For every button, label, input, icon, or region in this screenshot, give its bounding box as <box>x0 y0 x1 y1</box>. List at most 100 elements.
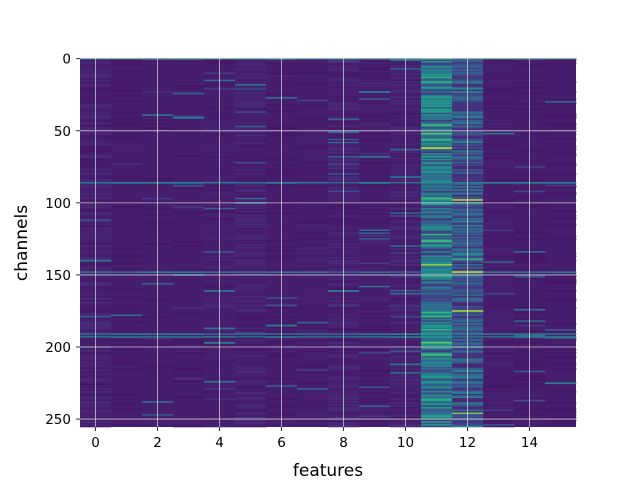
heatmap-cell <box>297 72 329 75</box>
heatmap-cell <box>421 223 453 226</box>
heatmap-cell <box>359 386 391 389</box>
heatmap-cell <box>173 92 205 95</box>
heatmap-cell <box>421 132 453 135</box>
heatmap-cell <box>483 390 515 393</box>
heatmap-cell <box>235 268 267 271</box>
heatmap-cell <box>235 85 267 88</box>
heatmap-cell <box>297 190 329 193</box>
heatmap-cell <box>235 186 267 189</box>
heatmap-cell <box>297 305 329 308</box>
heatmap-cell <box>235 337 267 340</box>
heatmap-cell <box>173 377 205 380</box>
heatmap-cell <box>483 421 515 423</box>
heatmap-cell <box>545 132 577 135</box>
heatmap-cell <box>421 140 453 142</box>
heatmap-cell <box>421 243 453 246</box>
heatmap-cell <box>421 118 453 121</box>
heatmap-cell <box>297 377 329 380</box>
heatmap-cell <box>173 373 205 376</box>
heatmap-cell <box>235 59 267 62</box>
heatmap-cell <box>359 108 391 111</box>
heatmap-cell <box>421 107 453 109</box>
heatmap-cell <box>421 153 453 155</box>
heatmap-cell <box>545 173 577 176</box>
heatmap-cell <box>173 206 205 209</box>
heatmap-cell <box>297 196 329 199</box>
heatmap-cell <box>111 91 143 93</box>
heatmap-cell <box>421 321 453 324</box>
heatmap-cell <box>111 357 143 360</box>
heatmap-cell <box>235 79 267 82</box>
heatmap-cell <box>421 117 453 119</box>
heatmap-cell <box>297 105 329 108</box>
heatmap-cell <box>297 282 329 285</box>
heatmap-cell <box>421 229 453 232</box>
heatmap-cell <box>235 324 267 327</box>
heatmap-cell <box>483 96 515 99</box>
heatmap-cell <box>483 66 515 69</box>
heatmap-cell <box>421 212 453 214</box>
heatmap-cell <box>483 336 515 338</box>
heatmap-cell <box>297 101 329 103</box>
heatmap-cell <box>111 297 143 300</box>
heatmap-cell <box>235 65 267 67</box>
heatmap-cell <box>545 307 577 310</box>
heatmap-cell <box>235 344 267 347</box>
heatmap-cell <box>111 366 143 369</box>
heatmap-cell <box>359 383 391 386</box>
heatmap-cell <box>545 192 577 194</box>
heatmap-cell <box>173 367 205 370</box>
heatmap-cell <box>483 353 515 356</box>
heatmap-cell <box>111 331 143 334</box>
heatmap-cell <box>359 124 391 127</box>
heatmap-cell <box>421 255 453 258</box>
heatmap-cell <box>111 305 143 308</box>
heatmap-cell <box>359 59 391 62</box>
heatmap-cell <box>421 144 453 147</box>
heatmap-cell <box>359 339 391 341</box>
heatmap-cell <box>483 327 515 330</box>
heatmap-cell <box>421 340 453 343</box>
heatmap-cell <box>235 148 267 151</box>
heatmap-cell <box>545 223 577 226</box>
heatmap-cell <box>297 392 329 395</box>
heatmap-cell <box>545 281 577 284</box>
heatmap-cell <box>359 70 391 73</box>
heatmap-cell <box>483 304 515 307</box>
heatmap-cell <box>421 95 453 98</box>
heatmap-cell <box>297 119 329 122</box>
heatmap-cell <box>483 275 515 278</box>
heatmap-cell <box>545 184 577 187</box>
heatmap-cell <box>235 303 267 305</box>
heatmap-cell <box>421 324 453 327</box>
heatmap-cell <box>359 98 391 101</box>
heatmap-cell <box>421 242 453 245</box>
x-tick-label: 8 <box>339 435 348 451</box>
heatmap-cell <box>545 62 577 65</box>
heatmap-cell <box>359 333 391 336</box>
heatmap-cell <box>111 328 143 331</box>
heatmap-cell <box>235 192 267 194</box>
heatmap-cell <box>297 385 329 387</box>
heatmap-cell <box>421 98 453 101</box>
heatmap-cell <box>421 272 453 275</box>
heatmap-cell <box>235 105 267 108</box>
heatmap-cell <box>297 324 329 327</box>
heatmap-cell <box>545 382 577 385</box>
heatmap-cell <box>545 153 577 155</box>
heatmap-cell <box>359 181 391 184</box>
heatmap-cell <box>297 252 329 255</box>
heatmap-cell <box>359 290 391 292</box>
heatmap-cell <box>421 416 453 419</box>
heatmap-cell <box>545 278 577 281</box>
heatmap-cell <box>483 241 515 243</box>
x-tick-label: 6 <box>277 435 286 451</box>
heatmap-cell <box>235 109 267 112</box>
heatmap-cell <box>421 125 453 128</box>
heatmap-cell <box>421 176 453 178</box>
heatmap-cell <box>421 245 453 248</box>
heatmap-cell <box>297 354 329 357</box>
heatmap-cell <box>235 301 267 304</box>
heatmap-cell <box>359 370 391 373</box>
heatmap-cell <box>483 121 515 124</box>
